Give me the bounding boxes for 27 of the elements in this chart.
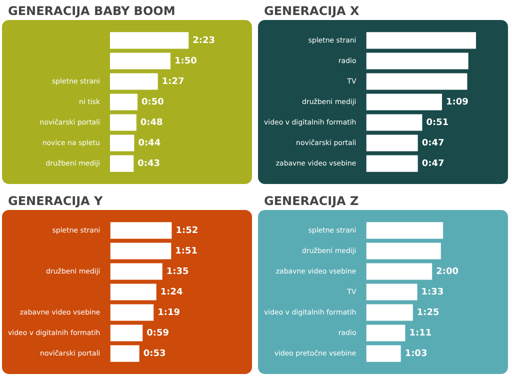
data-label: 2:00: [436, 266, 458, 277]
data-label: 1:11: [409, 328, 432, 338]
data-label: 1:19: [158, 308, 180, 318]
data-label: 1:03: [404, 348, 428, 359]
chart-title: GENERACIJA Z: [263, 193, 360, 210]
data-label: 1:35: [166, 266, 189, 277]
data-label: 2:23: [192, 36, 216, 46]
chart-title: GENERACIJA Y: [7, 193, 104, 210]
data-label: 1:52: [176, 226, 198, 236]
data-label: 0:59: [146, 328, 170, 338]
data-label: 1:24: [160, 287, 183, 298]
data-label: 0:43: [138, 158, 160, 169]
data-label: 0:50: [142, 97, 164, 108]
data-label: 1:27: [162, 76, 184, 87]
chart-title: GENERACIJA X: [263, 3, 360, 20]
data-label: 1:25: [416, 308, 440, 318]
data-label: 0:51: [426, 118, 449, 128]
chart-title: GENERACIJA BABY BOOM: [7, 3, 176, 20]
data-label: 0:44: [138, 138, 161, 148]
data-label: 0:53: [143, 348, 166, 359]
data-label: 0:48: [140, 118, 163, 128]
data-label: 1:51: [175, 246, 198, 256]
data-label: 1:50: [174, 56, 197, 66]
data-label: 1:09: [446, 97, 468, 108]
data-label: 0:47: [422, 158, 444, 169]
data-label: 0:47: [422, 138, 444, 148]
data-label: 1:33: [421, 287, 444, 298]
